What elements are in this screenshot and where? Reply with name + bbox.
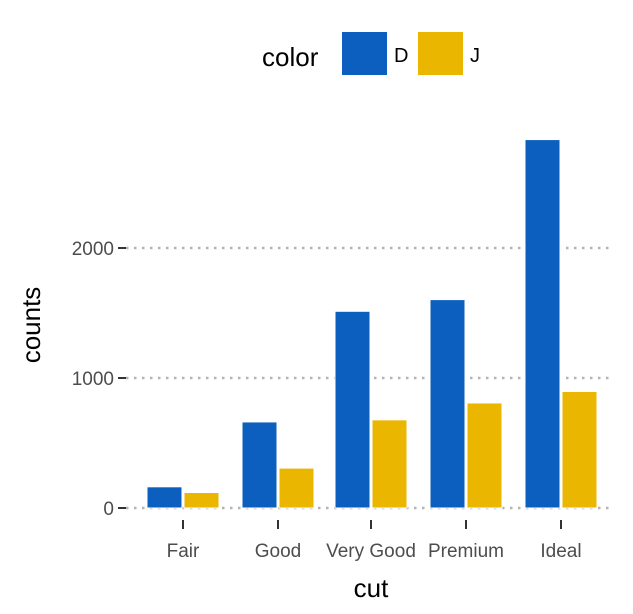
y-axis-title: counts <box>16 287 46 364</box>
legend: color D J <box>262 30 480 77</box>
y-tick-label: 1000 <box>72 369 114 390</box>
x-axis: Fair Good Very Good Premium Ideal <box>167 520 582 562</box>
x-tick-label: Very Good <box>326 541 416 562</box>
bar-d-very-good <box>334 310 371 509</box>
legend-label-d: D <box>394 45 408 67</box>
bar-j-good <box>278 467 315 509</box>
bar-d-good <box>241 421 278 509</box>
legend-key-d <box>340 30 389 77</box>
y-tick-label: 2000 <box>72 239 114 260</box>
legend-title: color <box>262 42 319 72</box>
bar-j-very-good <box>371 419 408 509</box>
bar-d-ideal <box>524 139 561 509</box>
x-tick-label: Fair <box>167 541 200 562</box>
bar-j-fair <box>183 492 220 509</box>
bar-j-premium <box>466 402 503 509</box>
legend-key-j <box>416 30 465 77</box>
x-axis-title: cut <box>354 573 389 603</box>
y-tick-label: 0 <box>103 499 114 520</box>
bar-j-ideal <box>561 391 598 509</box>
y-axis: 0 1000 2000 <box>72 239 126 520</box>
legend-label-j: J <box>470 45 480 67</box>
bar-d-fair <box>146 486 183 509</box>
x-tick-label: Good <box>255 541 301 562</box>
bar-d-premium <box>429 299 466 509</box>
x-tick-label: Premium <box>428 541 504 562</box>
x-tick-label: Ideal <box>540 541 581 562</box>
bars <box>146 139 598 509</box>
